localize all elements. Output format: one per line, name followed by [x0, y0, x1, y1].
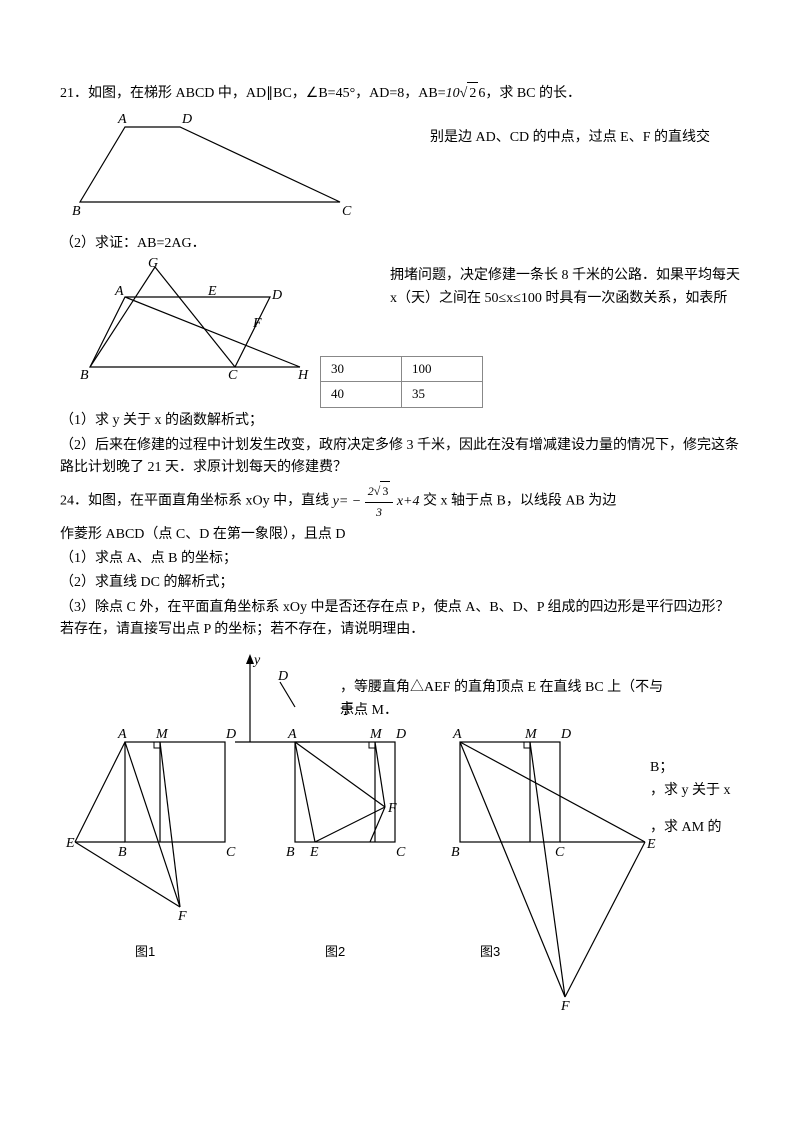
fig2-label: 图2 — [325, 942, 345, 963]
q23-frag1-l2: x（天）之间在 50≤x≤100 时具有一次函数关系，如表所 — [390, 288, 740, 310]
svg-text:F: F — [177, 909, 187, 922]
q25-side2: ，求 y 关于 x — [650, 780, 731, 802]
label-E: E — [207, 284, 217, 299]
svg-text:B: B — [451, 845, 460, 860]
svg-text:D: D — [560, 727, 571, 742]
svg-text:A: A — [452, 727, 462, 742]
q21-fragment: 别是边 AD、CD 的中点，过点 E、F 的直线交 — [430, 127, 740, 149]
q24-text2: 交 x 轴于点 B，以线段 AB 为边 — [423, 494, 616, 509]
trapezoid-figure: A D B C — [60, 107, 360, 222]
label-G: G — [148, 257, 158, 271]
label-H: H — [297, 368, 309, 383]
q23-sub1: （1）求 y 关于 x 的函数解析式； — [60, 410, 740, 432]
q21-text2: 6，求 BC 的长． — [478, 86, 581, 101]
svg-text:y: y — [252, 653, 261, 668]
svg-text:F: F — [560, 999, 570, 1012]
label-A: A — [117, 112, 127, 127]
q24-text1: 24．如图，在平面直角坐标系 xOy 中，直线 — [60, 494, 329, 509]
label-D: D — [271, 288, 282, 303]
svg-text:M: M — [155, 727, 169, 742]
q25-side3: ，求 AM 的 — [650, 817, 722, 839]
q21-figure-block: 别是边 AD、CD 的中点，过点 E、F 的直线交 A D B C — [60, 107, 740, 230]
label-C: C — [228, 368, 238, 383]
q24-line1: 24．如图，在平面直角坐标系 xOy 中，直线 y= − 2√33 x+4 交 … — [60, 481, 740, 521]
q23-frag1-l1: 拥堵问题，决定修建一条长 8 千米的公路．如果平均每天 — [390, 265, 740, 287]
svg-text:C: C — [396, 845, 406, 860]
q25-frag2: 于点 M． — [340, 700, 398, 722]
fig1-label: 图1 — [135, 942, 155, 963]
svg-text:B: B — [286, 845, 295, 860]
q21-line: 21．如图，在梯形 ABCD 中，AD∥BC，∠B=45°，AD=8，AB=10… — [60, 82, 740, 105]
q23-frag1: 拥堵问题，决定修建一条长 8 千米的公路．如果平均每天 x（天）之间在 50≤x… — [390, 265, 740, 310]
svg-text:A: A — [117, 727, 127, 742]
label-C: C — [342, 204, 352, 219]
q24-formula: y= − 2√33 x+4 — [333, 494, 423, 509]
svg-text:D: D — [395, 727, 406, 742]
label-B: B — [72, 204, 81, 219]
q25-side1: B； — [650, 757, 673, 779]
label-D: D — [181, 112, 192, 127]
q24-sub1: （1）求点 A、点 B 的坐标； — [60, 548, 740, 570]
svg-text:M: M — [524, 727, 538, 742]
svg-text:E: E — [309, 845, 319, 860]
q24-text3: 作菱形 ABCD（点 C、D 在第一象限），且点 D — [60, 524, 740, 546]
svg-text:B: B — [118, 845, 127, 860]
svg-text:E: E — [65, 836, 75, 851]
q25-figure-row: y D ，等腰直角△AEF 的直角顶点 E 在直线 BC 上（不与点 于点 M．… — [60, 652, 740, 1022]
svg-text:F: F — [387, 801, 397, 816]
q24-sub3: （3）除点 C 外，在平面直角坐标系 xOy 中是否还存在点 P，使点 A、B、… — [60, 597, 740, 642]
svg-text:M: M — [369, 727, 383, 742]
svg-text:A: A — [287, 727, 297, 742]
label-A: A — [114, 284, 124, 299]
fig3-label: 图3 — [480, 942, 500, 963]
svg-text:D: D — [277, 669, 288, 684]
figure-1: A M D E B C F — [60, 722, 260, 922]
q21-text1: 21．如图，在梯形 ABCD 中，AD∥BC，∠B=45°，AD=8，AB= — [60, 86, 446, 101]
q24-sub2: （2）求直线 DC 的解析式； — [60, 572, 740, 594]
svg-text:D: D — [225, 727, 236, 742]
svg-text:C: C — [226, 845, 236, 860]
page-content: 21．如图，在梯形 ABCD 中，AD∥BC，∠B=45°，AD=8，AB=10… — [0, 0, 800, 1062]
q22-figure-block: 拥堵问题，决定修建一条长 8 千米的公路．如果平均每天 x（天）之间在 50≤x… — [60, 257, 740, 395]
figure-3: A M D B C E F — [435, 722, 665, 1012]
q23-sub2: （2）后来在修建的过程中计划发生改变，政府决定多修 3 千米，因此在没有增减建设… — [60, 435, 740, 480]
svg-text:C: C — [555, 845, 565, 860]
parallelogram-figure: G A E D F B C H — [60, 257, 320, 387]
figure-2: A D M B E C F — [270, 722, 430, 872]
q21-ab: 10√2 — [446, 86, 479, 101]
label-F: F — [252, 316, 262, 331]
q22-text: （2）求证：AB=2AG． — [60, 233, 740, 255]
label-B: B — [80, 368, 89, 383]
